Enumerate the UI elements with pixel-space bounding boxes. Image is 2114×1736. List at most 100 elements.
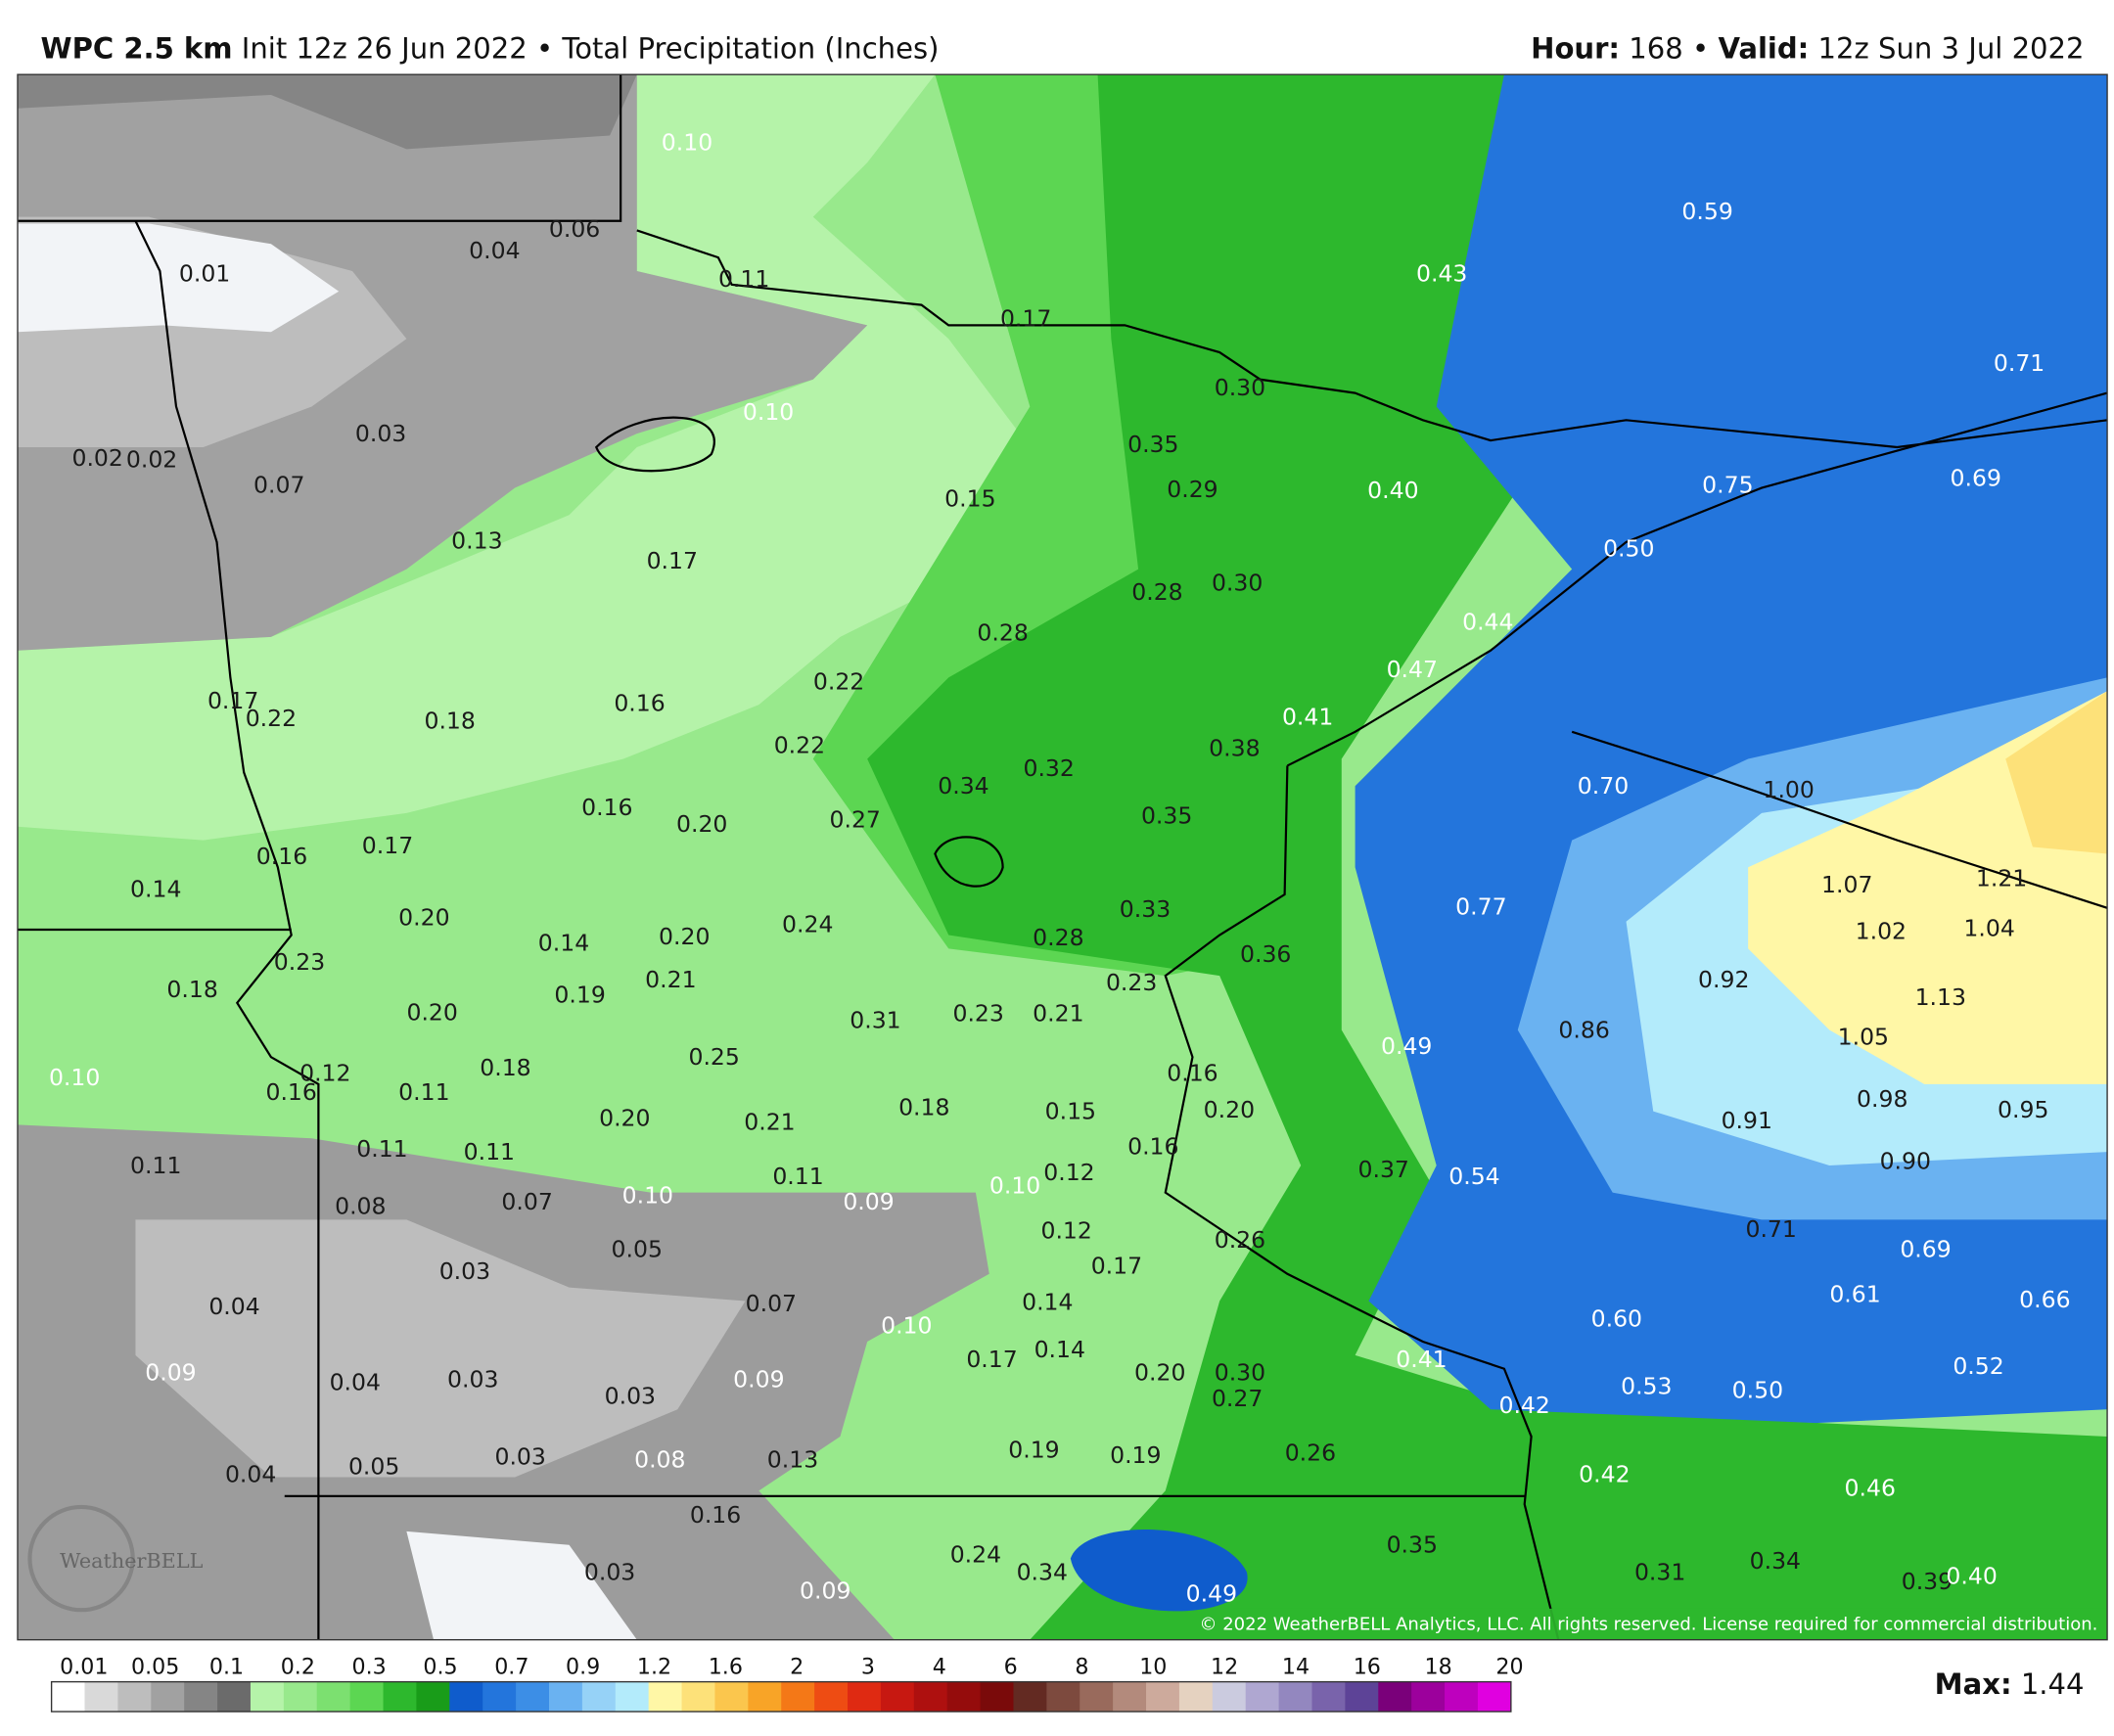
colorbar-swatch: [1245, 1681, 1280, 1713]
precip-label: 0.42: [1579, 1461, 1630, 1488]
precip-label: 0.20: [599, 1104, 650, 1131]
precip-label: 0.01: [179, 260, 230, 288]
colorbar-swatch: [581, 1681, 617, 1713]
precip-label: 0.20: [659, 923, 710, 950]
precip-label: 0.31: [850, 1007, 900, 1034]
precip-label: 0.30: [1215, 374, 1265, 401]
precip-label: 0.16: [265, 1078, 316, 1106]
max: Max: 1.44: [1935, 1667, 2085, 1701]
precip-label: 0.17: [966, 1346, 1017, 1373]
precip-label: 0.90: [1880, 1148, 1931, 1175]
precip-label: 0.10: [49, 1064, 100, 1091]
logo: WeatherBELL: [60, 1549, 203, 1573]
precip-label: 0.23: [274, 948, 325, 976]
precip-label: 0.27: [829, 806, 880, 834]
precip-label: 0.17: [647, 547, 698, 574]
precip-label: 1.04: [1963, 915, 2014, 942]
precip-label: 0.10: [989, 1172, 1040, 1200]
precip-label: 0.53: [1621, 1373, 1672, 1400]
colorbar-label: 1.6: [709, 1654, 743, 1679]
precip-label: 1.13: [1915, 983, 1966, 1011]
colorbar-swatch: [283, 1681, 318, 1713]
colorbar-swatch: [1212, 1681, 1247, 1713]
colorbar-swatch: [615, 1681, 650, 1713]
precip-label: 1.07: [1821, 871, 1872, 898]
precip-label: 0.77: [1455, 892, 1506, 920]
precip-label: 0.35: [1141, 802, 1192, 830]
label-layer: 0.10 0.04 0.06 0.01 0.11 0.17 0.10 0.30 0.03 0.02…: [49, 128, 2071, 1607]
precip-label: 0.43: [1416, 260, 1467, 288]
precip-label: 0.47: [1387, 656, 1438, 683]
precip-label: 0.44: [1462, 609, 1513, 636]
precip-label: 0.24: [782, 910, 833, 937]
precip-label: 0.19: [1008, 1437, 1059, 1464]
precip-label: 0.66: [2019, 1286, 2070, 1313]
precip-label: 0.04: [469, 237, 520, 264]
header-right: Hour: 168 • Valid: 12z Sun 3 Jul 2022: [1531, 32, 2084, 66]
border: [134, 220, 320, 1640]
precip-label: 0.11: [718, 265, 769, 293]
colorbar-swatch: [516, 1681, 550, 1713]
precip-label: 0.10: [662, 128, 712, 156]
precip-label: 0.30: [1215, 1359, 1265, 1387]
model: WPC 2.5 km: [41, 32, 233, 66]
precip-label: 0.21: [645, 966, 696, 993]
colorbar-label: 16: [1354, 1654, 1381, 1679]
colorbar-swatch: [913, 1681, 948, 1713]
precip-label: 0.11: [772, 1163, 823, 1190]
precip-label: 0.16: [614, 690, 665, 717]
colorbar-swatch: [1345, 1681, 1379, 1713]
precip-label: 1.21: [1976, 864, 2027, 891]
precip-label: 0.17: [207, 687, 258, 714]
colorbar-label: 8: [1075, 1654, 1088, 1679]
precip-label: 0.11: [398, 1078, 449, 1106]
precip-label: 0.18: [166, 976, 217, 1003]
precip-label: 0.13: [767, 1445, 818, 1473]
colorbar-swatch: [416, 1681, 450, 1713]
lake: [594, 416, 715, 473]
precip-label: 0.26: [1215, 1226, 1265, 1254]
colorbar-label: 18: [1425, 1654, 1452, 1679]
colorbar-label: 20: [1495, 1654, 1523, 1679]
colorbar-swatch: [383, 1681, 417, 1713]
precip-label: 0.59: [1681, 198, 1732, 225]
colorbar-swatch: [946, 1681, 981, 1713]
precip-label: 0.41: [1396, 1346, 1447, 1373]
precip-label: 0.05: [612, 1236, 663, 1263]
precip-label: 0.06: [549, 215, 600, 243]
colorbar-swatch: [84, 1681, 118, 1713]
colorbar-swatch: [648, 1681, 682, 1713]
precip-label: 0.09: [800, 1577, 850, 1605]
precip-label: 0.20: [406, 998, 457, 1026]
precip-label: 0.23: [1106, 969, 1157, 996]
precip-label: 0.22: [774, 732, 825, 759]
precip-label: 0.20: [1134, 1359, 1185, 1387]
precip-label: 0.12: [299, 1060, 350, 1087]
separator: •: [1692, 32, 1709, 66]
precip-label: 0.17: [1000, 304, 1051, 332]
precip-label: 0.69: [1951, 465, 2001, 492]
precip-label: 0.34: [1017, 1558, 1068, 1585]
precip-label: 0.11: [464, 1138, 515, 1165]
precip-label: 0.30: [1212, 569, 1263, 596]
colorbar-swatch: [748, 1681, 782, 1713]
border: [1571, 730, 2108, 909]
valid: 12z Sun 3 Jul 2022: [1818, 32, 2085, 66]
precip-label: 0.71: [1994, 349, 2045, 377]
precip-label: 0.04: [225, 1461, 276, 1488]
colorbar-swatch: [980, 1681, 1014, 1713]
precip-label: 0.69: [1900, 1236, 1951, 1263]
precip-label: 0.32: [1023, 754, 1074, 782]
precip-label: 0.19: [554, 981, 605, 1008]
colorbar-label: 0.1: [209, 1654, 244, 1679]
colorbar-label: 0.7: [494, 1654, 528, 1679]
field: [135, 1219, 746, 1478]
precip-label: 0.09: [145, 1359, 196, 1387]
field: [18, 74, 868, 651]
precip-label: 0.04: [208, 1293, 259, 1320]
border: [18, 74, 622, 222]
precip-label: 0.03: [605, 1382, 656, 1409]
colorbar-swatch: [548, 1681, 583, 1713]
map: 0.10 0.04 0.06 0.01 0.11 0.17 0.10 0.30 0.03 0.02…: [18, 74, 2108, 1640]
field: [406, 1530, 637, 1640]
